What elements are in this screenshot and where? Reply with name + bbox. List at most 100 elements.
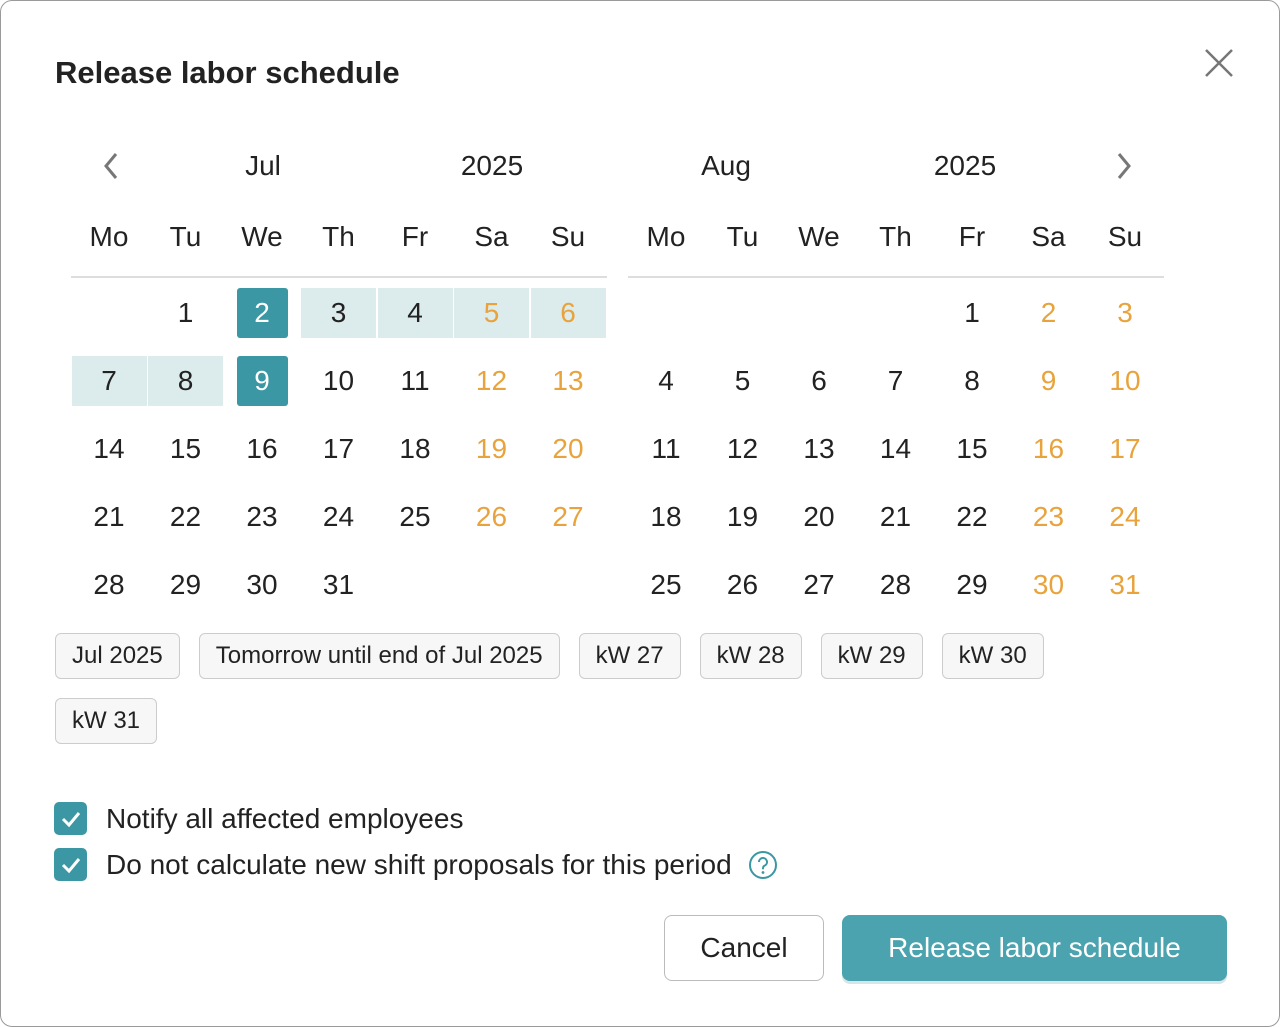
close-button[interactable] [1201, 45, 1237, 81]
day[interactable]: 4 [658, 365, 674, 396]
day[interactable]: 16 [246, 433, 278, 464]
weekday-label: Mo [646, 221, 686, 252]
day[interactable]: 23 [1032, 501, 1065, 532]
range-day-cell [71, 356, 147, 406]
day[interactable]: 27 [803, 569, 835, 600]
selected-day-cell [237, 356, 288, 406]
range-day-cell [377, 288, 453, 338]
day[interactable]: 25 [650, 569, 682, 600]
day[interactable]: 1 [964, 297, 980, 328]
day[interactable]: 20 [552, 433, 584, 464]
day[interactable]: 4 [407, 297, 423, 328]
day[interactable]: 8 [177, 365, 194, 396]
day[interactable]: 29 [956, 569, 988, 600]
day[interactable]: 30 [1032, 569, 1065, 600]
day[interactable]: 11 [651, 433, 681, 464]
month-label: Jul [245, 150, 281, 181]
day[interactable]: 2 [254, 297, 270, 328]
day[interactable]: 9 [254, 365, 270, 396]
day[interactable]: 31 [1109, 569, 1141, 600]
day[interactable]: 21 [879, 501, 912, 532]
day[interactable]: 5 [734, 365, 751, 396]
day[interactable]: 16 [1032, 433, 1065, 464]
range-day-cell [454, 288, 529, 338]
option-label: Notify all affected employees [106, 802, 464, 834]
weekday-label: Mo [89, 221, 129, 252]
quick-range-button[interactable]: kW 30 [941, 633, 1044, 679]
day[interactable]: 13 [552, 365, 584, 396]
day[interactable]: 7 [887, 365, 904, 396]
day[interactable]: 12 [475, 365, 508, 396]
day[interactable]: 7 [101, 365, 117, 396]
day[interactable]: 21 [93, 501, 125, 532]
day[interactable]: 10 [1109, 365, 1141, 396]
weekday-label: Su [550, 221, 586, 252]
weekday-label: Th [879, 221, 912, 252]
quick-range-button[interactable]: kW 27 [578, 633, 681, 679]
day[interactable]: 12 [726, 433, 759, 464]
cancel-button[interactable]: Cancel [664, 915, 824, 981]
day[interactable]: 18 [650, 501, 682, 532]
day[interactable]: 3 [330, 297, 347, 328]
day[interactable]: 6 [560, 297, 576, 328]
day[interactable]: 1 [177, 297, 194, 328]
day[interactable]: 27 [552, 501, 584, 532]
month-label: Aug [701, 150, 751, 181]
year-label: 2025 [933, 150, 997, 181]
quick-range-button[interactable]: kW 29 [820, 633, 923, 679]
day[interactable]: 9 [1040, 365, 1057, 396]
day[interactable]: 6 [811, 365, 827, 396]
quick-range-button[interactable]: Jul 2025 [55, 633, 180, 679]
day[interactable]: 18 [399, 433, 431, 464]
day[interactable]: 24 [322, 501, 355, 532]
day[interactable]: 28 [879, 569, 912, 600]
day[interactable]: 24 [1109, 501, 1141, 532]
day[interactable]: 19 [726, 501, 759, 532]
weekday-label: Tu [726, 221, 759, 252]
checkbox[interactable] [54, 802, 87, 835]
weekday-label: Fr [401, 221, 429, 252]
day[interactable]: 22 [169, 501, 202, 532]
quick-range-button[interactable]: kW 28 [699, 633, 802, 679]
weekday-label: Tu [169, 221, 202, 252]
day[interactable]: 2 [1040, 297, 1057, 328]
day[interactable]: 31 [322, 569, 355, 600]
day[interactable]: 19 [475, 433, 508, 464]
day[interactable]: 10 [322, 365, 355, 396]
day[interactable]: 22 [956, 501, 988, 532]
day[interactable]: 29 [169, 569, 202, 600]
next-month[interactable] [1112, 150, 1136, 182]
option-row: Do not calculate new shift proposals for… [54, 848, 778, 881]
quick-range-button[interactable]: Tomorrow until end of Jul 2025 [198, 633, 560, 679]
day[interactable]: 13 [803, 433, 835, 464]
day[interactable]: 26 [475, 501, 508, 532]
day[interactable]: 11 [400, 365, 430, 396]
day[interactable]: 15 [956, 433, 988, 464]
day[interactable]: 8 [964, 365, 980, 396]
year-label: 2025 [460, 150, 524, 181]
day[interactable]: 26 [726, 569, 759, 600]
day[interactable]: 14 [93, 433, 125, 464]
calendar-divider [71, 276, 607, 278]
checkbox[interactable] [54, 848, 87, 881]
help-icon[interactable] [748, 850, 778, 880]
dialog-title: Release labor schedule [55, 55, 400, 90]
prev-month[interactable] [99, 150, 123, 182]
weekday-label: Sa [1031, 221, 1066, 252]
day[interactable]: 20 [803, 501, 835, 532]
quick-range-button[interactable]: kW 31 [55, 698, 158, 744]
day[interactable]: 30 [246, 569, 278, 600]
day[interactable]: 3 [1117, 297, 1133, 328]
option-row: Notify all affected employees [54, 802, 463, 835]
day[interactable]: 28 [93, 569, 125, 600]
day[interactable]: 14 [879, 433, 912, 464]
day[interactable]: 17 [322, 433, 355, 464]
day[interactable]: 5 [483, 297, 500, 328]
day[interactable]: 17 [1109, 433, 1141, 464]
day[interactable]: 25 [399, 501, 431, 532]
day[interactable]: 15 [169, 433, 202, 464]
day[interactable]: 23 [246, 501, 278, 532]
weekday-label: We [798, 221, 840, 252]
confirm-button[interactable]: Release labor schedule [842, 915, 1227, 981]
